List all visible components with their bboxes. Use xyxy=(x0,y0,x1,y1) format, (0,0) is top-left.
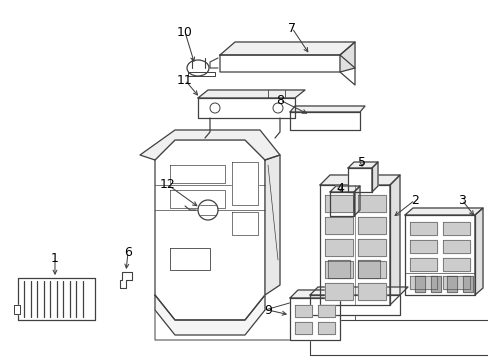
Polygon shape xyxy=(357,239,385,256)
Polygon shape xyxy=(264,155,280,295)
Polygon shape xyxy=(140,130,280,160)
Polygon shape xyxy=(409,222,436,235)
Polygon shape xyxy=(155,290,334,340)
Polygon shape xyxy=(317,305,334,317)
Polygon shape xyxy=(329,192,353,216)
Polygon shape xyxy=(409,240,436,253)
Polygon shape xyxy=(309,295,399,315)
Polygon shape xyxy=(409,276,436,289)
Polygon shape xyxy=(414,276,424,292)
Polygon shape xyxy=(404,215,474,295)
Text: 3: 3 xyxy=(457,194,465,207)
Polygon shape xyxy=(327,260,349,278)
Polygon shape xyxy=(430,276,440,292)
Polygon shape xyxy=(18,278,95,320)
Text: 6: 6 xyxy=(124,246,132,258)
Polygon shape xyxy=(357,283,385,300)
Polygon shape xyxy=(220,55,354,85)
Polygon shape xyxy=(170,190,224,208)
Text: 2: 2 xyxy=(410,194,418,207)
Polygon shape xyxy=(442,240,469,253)
Polygon shape xyxy=(289,106,364,112)
Text: 12: 12 xyxy=(160,179,176,192)
Polygon shape xyxy=(14,305,20,314)
Polygon shape xyxy=(339,42,354,72)
Ellipse shape xyxy=(186,60,208,76)
Polygon shape xyxy=(329,186,359,192)
Text: 10: 10 xyxy=(177,26,193,39)
Polygon shape xyxy=(289,290,347,298)
Polygon shape xyxy=(120,272,132,288)
Text: 9: 9 xyxy=(264,303,271,316)
Polygon shape xyxy=(347,168,371,192)
Circle shape xyxy=(198,200,218,220)
Polygon shape xyxy=(231,212,258,235)
Polygon shape xyxy=(155,140,264,320)
Polygon shape xyxy=(317,322,334,334)
Polygon shape xyxy=(325,239,352,256)
Polygon shape xyxy=(474,208,482,295)
Polygon shape xyxy=(309,287,407,295)
Text: 8: 8 xyxy=(275,94,284,107)
Polygon shape xyxy=(170,248,209,270)
Text: 4: 4 xyxy=(335,181,343,194)
Polygon shape xyxy=(353,186,359,216)
Polygon shape xyxy=(294,322,311,334)
Polygon shape xyxy=(220,42,354,55)
Text: 1: 1 xyxy=(51,252,59,265)
Circle shape xyxy=(209,103,220,113)
Polygon shape xyxy=(404,208,482,215)
Polygon shape xyxy=(325,195,352,212)
Text: 11: 11 xyxy=(177,73,192,86)
Polygon shape xyxy=(198,98,294,118)
Polygon shape xyxy=(325,283,352,300)
Polygon shape xyxy=(357,260,379,278)
Polygon shape xyxy=(442,258,469,271)
Polygon shape xyxy=(409,258,436,271)
Polygon shape xyxy=(357,217,385,234)
Polygon shape xyxy=(289,298,339,340)
Polygon shape xyxy=(371,162,377,192)
Polygon shape xyxy=(442,276,469,289)
Polygon shape xyxy=(325,261,352,278)
Text: 7: 7 xyxy=(287,22,295,35)
Polygon shape xyxy=(357,195,385,212)
Circle shape xyxy=(272,103,283,113)
Text: 5: 5 xyxy=(357,156,365,168)
Polygon shape xyxy=(155,295,264,335)
Polygon shape xyxy=(319,175,399,185)
Polygon shape xyxy=(294,305,311,317)
Polygon shape xyxy=(170,165,224,183)
Polygon shape xyxy=(198,90,305,98)
Polygon shape xyxy=(289,112,359,130)
Polygon shape xyxy=(325,217,352,234)
Polygon shape xyxy=(309,320,488,355)
Polygon shape xyxy=(347,162,377,168)
Polygon shape xyxy=(231,162,258,205)
Polygon shape xyxy=(357,261,385,278)
Polygon shape xyxy=(462,276,472,292)
Polygon shape xyxy=(389,175,399,305)
Polygon shape xyxy=(446,276,456,292)
Polygon shape xyxy=(319,185,389,305)
Polygon shape xyxy=(442,222,469,235)
